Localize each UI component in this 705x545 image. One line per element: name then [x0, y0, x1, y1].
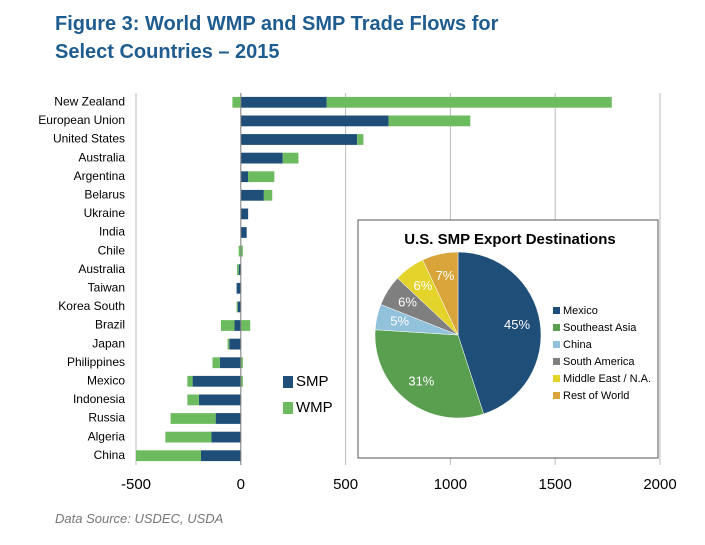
legend-label: Middle East / N.A.: [563, 373, 651, 385]
y-tick-label: Brazil: [95, 318, 125, 332]
bar-segment: [187, 394, 199, 406]
y-tick-label: Australia: [78, 150, 125, 164]
legend-swatch: [553, 307, 560, 314]
bar-segment: [388, 115, 471, 127]
bar-segment: [240, 320, 251, 331]
bar-segment: [136, 450, 201, 462]
slice-label: 6%: [398, 294, 417, 309]
x-tick-label: -500: [121, 476, 151, 493]
bar-segment: [236, 301, 238, 313]
pie-slice: [374, 329, 484, 419]
y-tick-label: Philippines: [67, 355, 125, 369]
bar-segment: [198, 394, 241, 406]
slice-label: 45%: [504, 317, 530, 332]
y-tick-label: Algeria: [88, 429, 126, 443]
slice-label: 5%: [390, 313, 409, 328]
legend-swatch: [553, 341, 560, 348]
bar-segment: [240, 152, 283, 164]
y-tick-label: New Zealand: [54, 94, 125, 108]
bar-segment: [192, 375, 241, 387]
bar-segment: [200, 450, 241, 462]
y-tick-label: Japan: [92, 336, 125, 350]
bar-segment: [240, 115, 389, 127]
bar-segment: [240, 227, 247, 238]
pie-title: U.S. SMP Export Destinations: [404, 231, 615, 248]
slice-label: 6%: [413, 278, 432, 293]
legend-swatch: [283, 402, 293, 414]
bar-segment: [263, 189, 273, 201]
x-tick-label: 0: [237, 476, 245, 493]
bar-segment: [248, 171, 275, 183]
bar-segment: [212, 357, 220, 369]
bar-segment: [227, 338, 230, 350]
legend-label: WMP: [296, 399, 333, 416]
y-tick-label: Chile: [98, 243, 126, 257]
y-tick-label: United States: [53, 132, 125, 146]
legend-label: South America: [563, 356, 635, 368]
legend-swatch: [553, 375, 560, 382]
bar-segment: [240, 171, 249, 183]
x-tick-label: 1500: [539, 476, 572, 493]
bar-segment: [240, 208, 249, 220]
y-tick-label: China: [94, 448, 126, 462]
x-tick-label: 2000: [643, 476, 676, 493]
source-note: Data Source: USDEC, USDA: [55, 511, 224, 526]
bar-segment: [165, 431, 212, 443]
y-tick-label: Argentina: [74, 169, 126, 183]
bar-segment: [229, 338, 241, 350]
slice-label: 31%: [408, 374, 434, 389]
bar-segment: [282, 152, 299, 164]
y-tick-label: European Union: [38, 113, 125, 127]
bar-segment: [170, 413, 216, 424]
legend-label: Mexico: [563, 305, 598, 317]
bar-segment: [220, 320, 235, 331]
bar-segment: [237, 301, 241, 313]
bar-segment: [238, 264, 241, 276]
bar-segment: [326, 96, 612, 108]
bar-segment: [211, 431, 241, 443]
x-tick-label: 500: [333, 476, 358, 493]
y-tick-label: Russia: [88, 411, 125, 425]
legend-swatch: [553, 358, 560, 365]
bar-segment: [219, 357, 241, 369]
legend-label: Rest of World: [563, 390, 629, 402]
y-tick-label: Taiwan: [88, 280, 125, 294]
bar-segment: [240, 357, 243, 369]
slice-label: 7%: [436, 268, 455, 283]
bar-segment: [234, 320, 241, 331]
y-tick-label: Ukraine: [84, 206, 126, 220]
x-tick-label: 1000: [434, 476, 467, 493]
bar-segment: [240, 245, 243, 257]
legend-label: SMP: [296, 373, 329, 390]
y-tick-label: Mexico: [87, 373, 125, 387]
bar-segment: [232, 96, 241, 108]
bar-segment: [240, 134, 358, 145]
chart-title: Figure 3: World WMP and SMP Trade Flows …: [55, 13, 499, 63]
y-tick-label: India: [99, 225, 125, 239]
bar-segment: [238, 245, 241, 257]
y-tick-label: Korea South: [58, 299, 125, 313]
bar-segment: [240, 375, 243, 387]
legend-swatch: [553, 392, 560, 399]
y-tick-label: Belarus: [84, 187, 125, 201]
bar-segment: [215, 413, 241, 424]
bar-segment: [236, 282, 241, 294]
y-tick-label: Indonesia: [73, 392, 125, 406]
legend-label: China: [563, 339, 593, 351]
legend-swatch: [553, 324, 560, 331]
legend-swatch: [283, 376, 293, 388]
bar-segment: [237, 264, 239, 276]
pie-slice: [422, 251, 459, 336]
pie-slice: [457, 251, 542, 415]
bar-segment: [240, 96, 327, 108]
y-tick-label: Australia: [78, 262, 125, 276]
bar-segment: [187, 375, 193, 387]
bar-segment: [240, 189, 264, 201]
legend-label: Southeast Asia: [563, 322, 637, 334]
bar-segment: [357, 134, 364, 145]
